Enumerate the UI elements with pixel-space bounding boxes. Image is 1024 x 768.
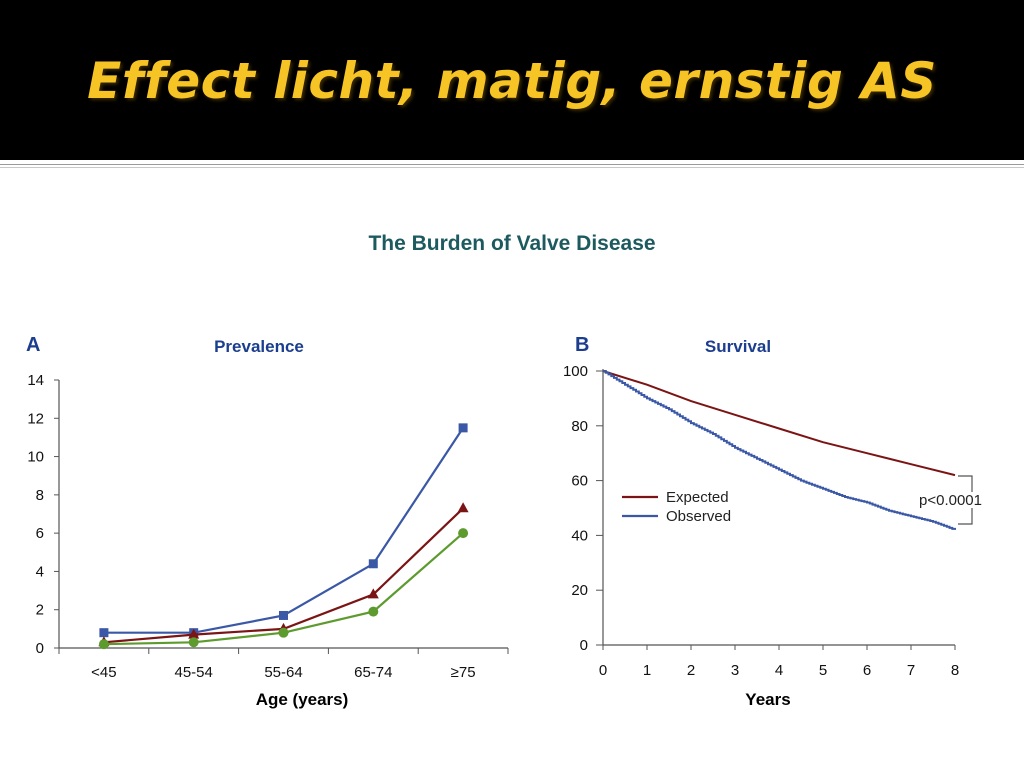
prevalence-y-tick-label: 2 <box>36 602 44 619</box>
survival-x-tick-label: 8 <box>951 662 959 679</box>
prevalence-x-tick-label: <45 <box>91 664 116 681</box>
prevalence-title: Prevalence <box>214 337 304 356</box>
survival-x-tick-label: 4 <box>775 662 783 679</box>
prevalence-y-tick-label: 0 <box>36 640 44 657</box>
p-value-annotation: p<0.0001 <box>919 492 982 509</box>
prevalence-y-tick-label: 4 <box>36 563 44 580</box>
survival-legend-label-expected: Expected <box>666 489 729 506</box>
prevalence-point-square <box>99 628 109 638</box>
survival-x-tick-label: 0 <box>599 662 607 679</box>
prevalence-x-tick-label: 55-64 <box>264 664 302 681</box>
survival-y-tick-label: 60 <box>571 473 588 490</box>
survival-x-axis-label: Years <box>745 690 790 709</box>
prevalence-point-triangle <box>367 588 379 599</box>
prevalence-x-tick-label: 45-54 <box>175 664 213 681</box>
divider-line-secondary <box>0 167 1024 168</box>
survival-y-tick-label: 40 <box>571 527 588 544</box>
survival-y-tick-label: 80 <box>571 418 588 435</box>
panel-letter-a: A <box>26 334 40 356</box>
slide-title: Effect licht, matig, ernstig AS <box>87 52 937 110</box>
prevalence-point-square <box>279 610 288 620</box>
prevalence-point-square <box>458 423 468 433</box>
survival-y-tick-label: 100 <box>563 363 588 380</box>
divider-line <box>0 164 1024 165</box>
survival-x-tick-label: 5 <box>819 662 827 679</box>
survival-y-tick-label: 20 <box>571 582 588 599</box>
prevalence-y-tick-label: 10 <box>27 449 44 466</box>
prevalence-point-circle <box>278 627 289 638</box>
prevalence-point-circle <box>368 606 379 617</box>
panel-letter-b: B <box>575 334 589 356</box>
prevalence-point-triangle <box>188 628 200 639</box>
prevalence-y-tick-label: 12 <box>27 410 44 427</box>
prevalence-point-circle <box>458 528 469 539</box>
survival-title: Survival <box>705 337 771 356</box>
prevalence-point-square <box>368 559 378 569</box>
survival-y-tick-label: 0 <box>580 637 588 654</box>
figure-title: The Burden of Valve Disease <box>368 232 656 255</box>
survival-x-tick-label: 1 <box>643 662 651 679</box>
prevalence-point-circle <box>98 639 109 650</box>
survival-x-tick-label: 2 <box>687 662 695 679</box>
prevalence-y-tick-label: 8 <box>36 487 44 504</box>
survival-x-tick-label: 7 <box>907 662 915 679</box>
survival-expected-line <box>602 370 956 477</box>
prevalence-point-circle <box>188 637 199 648</box>
title-band: Effect licht, matig, ernstig AS <box>0 0 1024 160</box>
survival-x-tick-label: 6 <box>863 662 871 679</box>
prevalence-y-tick-label: 14 <box>27 372 44 389</box>
p-value-bracket <box>958 475 973 525</box>
survival-legend-label-observed: Observed <box>666 508 731 525</box>
prevalence-x-tick-label: ≥75 <box>451 664 476 681</box>
prevalence-y-tick-label: 6 <box>36 525 44 542</box>
prevalence-point-triangle <box>457 502 469 513</box>
prevalence-x-axis-label: Age (years) <box>256 690 349 709</box>
survival-observed-line <box>603 370 956 530</box>
survival-x-tick-label: 3 <box>731 662 739 679</box>
prevalence-x-tick-label: 65-74 <box>354 664 392 681</box>
